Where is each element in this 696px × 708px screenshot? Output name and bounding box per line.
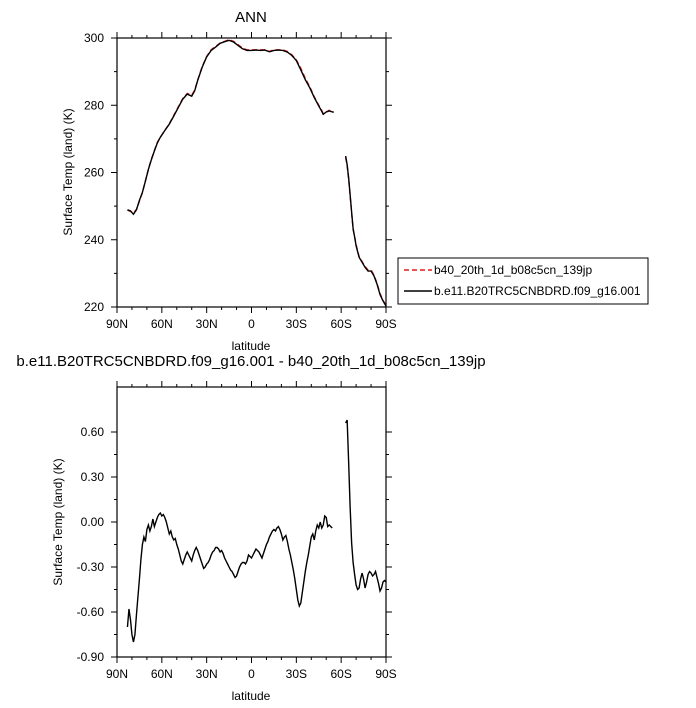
legend: b40_20th_1d_b08c5cn_139jp b.e11.B20TRC5C… bbox=[397, 257, 649, 305]
bottom-y-axis-label: Surface Temp (land) (K) bbox=[51, 458, 65, 585]
top-x-tick-label: 30N bbox=[196, 317, 218, 331]
bottom-plot-lines bbox=[126, 419, 387, 643]
bottom-title: b.e11.B20TRC5CNBDRD.f09_g16.001 - b40_20… bbox=[16, 353, 485, 370]
top-plot-lines bbox=[127, 38, 387, 307]
top-x-tick-label: 60S bbox=[330, 317, 351, 331]
bottom-y-tick-label: 0.00 bbox=[81, 515, 105, 529]
bottom-series-1-line-segment-2 bbox=[345, 419, 387, 594]
top-plot-frame bbox=[116, 37, 387, 308]
top-y-tick-label: 280 bbox=[84, 98, 104, 112]
top-y-tick-label: 220 bbox=[84, 300, 104, 314]
bottom-x-tick-label: 30N bbox=[196, 667, 218, 681]
top-ticks: 90N 60N 30N 0 30S 60S 90S 220 240 260 280 300 bbox=[84, 31, 397, 331]
bottom-x-tick-label: 90N bbox=[106, 667, 128, 681]
bottom-x-tick-label: 90S bbox=[375, 667, 396, 681]
bottom-y-tick-label: -0.60 bbox=[77, 605, 105, 619]
top-x-axis-label: latitude bbox=[232, 339, 271, 353]
top-series-2-line-segment-2 bbox=[344, 155, 387, 307]
bottom-y-tick-label: 0.30 bbox=[81, 470, 105, 484]
bottom-series-1-line-segment-1 bbox=[126, 511, 333, 643]
top-x-tick-label: 90N bbox=[106, 317, 128, 331]
bottom-y-tick-label: -0.30 bbox=[77, 560, 105, 574]
top-x-tick-label: 90S bbox=[375, 317, 396, 331]
bottom-ticks: 90N 60N 30N 0 30S 60S 90S -0.90 -0.60 -0.30 0.00 0.… bbox=[77, 381, 397, 681]
legend-box bbox=[397, 257, 649, 305]
bottom-y-tick-label: 0.60 bbox=[81, 425, 105, 439]
top-x-tick-label: 30S bbox=[286, 317, 307, 331]
bottom-x-axis-label: latitude bbox=[232, 689, 271, 703]
top-x-tick-label: 0 bbox=[248, 317, 255, 331]
bottom-x-tick-label: 60S bbox=[330, 667, 351, 681]
bottom-panel: b.e11.B20TRC5CNBDRD.f09_g16.001 - b40_20… bbox=[16, 353, 485, 703]
top-title: ANN bbox=[235, 9, 267, 26]
top-y-tick-label: 260 bbox=[84, 166, 104, 180]
bottom-x-tick-label: 60N bbox=[151, 667, 173, 681]
top-y-axis-label: Surface Temp (land) (K) bbox=[61, 108, 75, 235]
top-y-tick-label: 300 bbox=[84, 31, 104, 45]
top-series-1-line-segment-1 bbox=[127, 38, 334, 214]
bottom-x-tick-label: 0 bbox=[248, 667, 255, 681]
top-series-2-line-segment-1 bbox=[127, 39, 334, 216]
legend-label-series-1: b40_20th_1d_b08c5cn_139jp bbox=[434, 263, 592, 277]
top-series-1-line-segment-2 bbox=[344, 157, 387, 306]
bottom-x-tick-label: 30S bbox=[286, 667, 307, 681]
bottom-plot-frame bbox=[116, 386, 387, 658]
top-y-tick-label: 240 bbox=[84, 233, 104, 247]
top-panel: ANN 90N 60N 30N 0 30S 60S 90S 220 240 260 280 300 l… bbox=[61, 9, 649, 353]
top-x-tick-label: 60N bbox=[151, 317, 173, 331]
bottom-y-tick-label: -0.90 bbox=[77, 650, 105, 664]
legend-label-series-2: b.e11.B20TRC5CNBDRD.f09_g16.001 bbox=[434, 284, 641, 298]
